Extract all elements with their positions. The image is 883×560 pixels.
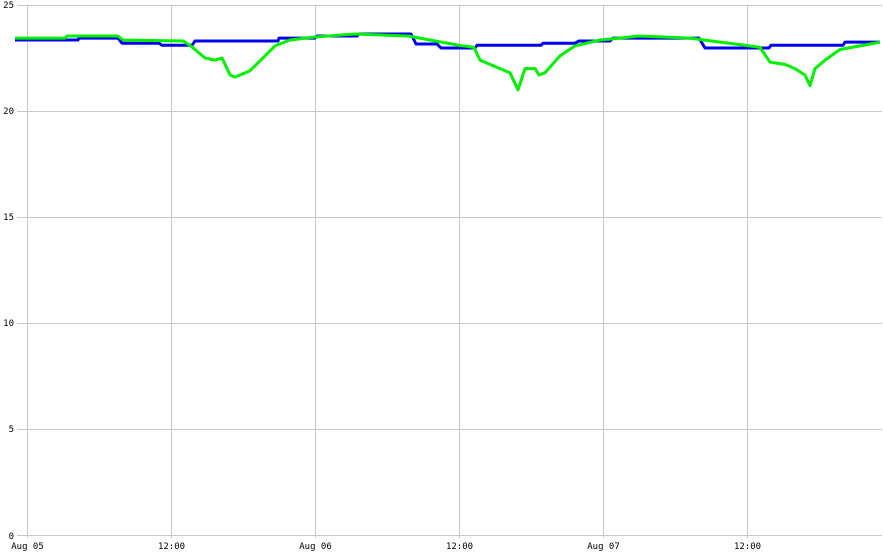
x-axis: Aug 05 12:00 Aug 06 12:00 Aug 07 12:00 [11, 542, 761, 552]
y-tick-label: 25 [3, 1, 14, 11]
x-tick-label: 12:00 [734, 542, 761, 552]
x-tick-label: Aug 07 [587, 542, 620, 552]
series-lines [15, 32, 881, 92]
x-tick-label: Aug 06 [299, 542, 332, 552]
series-line-1 [15, 32, 880, 50]
series-line-2 [15, 32, 881, 92]
x-tick-label: Aug 05 [11, 542, 44, 552]
y-axis: 0 5 10 15 20 25 [3, 1, 14, 542]
y-tick-label: 0 [9, 532, 14, 542]
y-tick-label: 15 [3, 213, 14, 223]
grid [17, 5, 882, 538]
x-tick-label: 12:00 [158, 542, 185, 552]
y-tick-label: 20 [3, 107, 14, 117]
y-tick-label: 5 [9, 425, 14, 435]
y-tick-label: 10 [3, 319, 14, 329]
x-tick-label: 12:00 [446, 542, 473, 552]
